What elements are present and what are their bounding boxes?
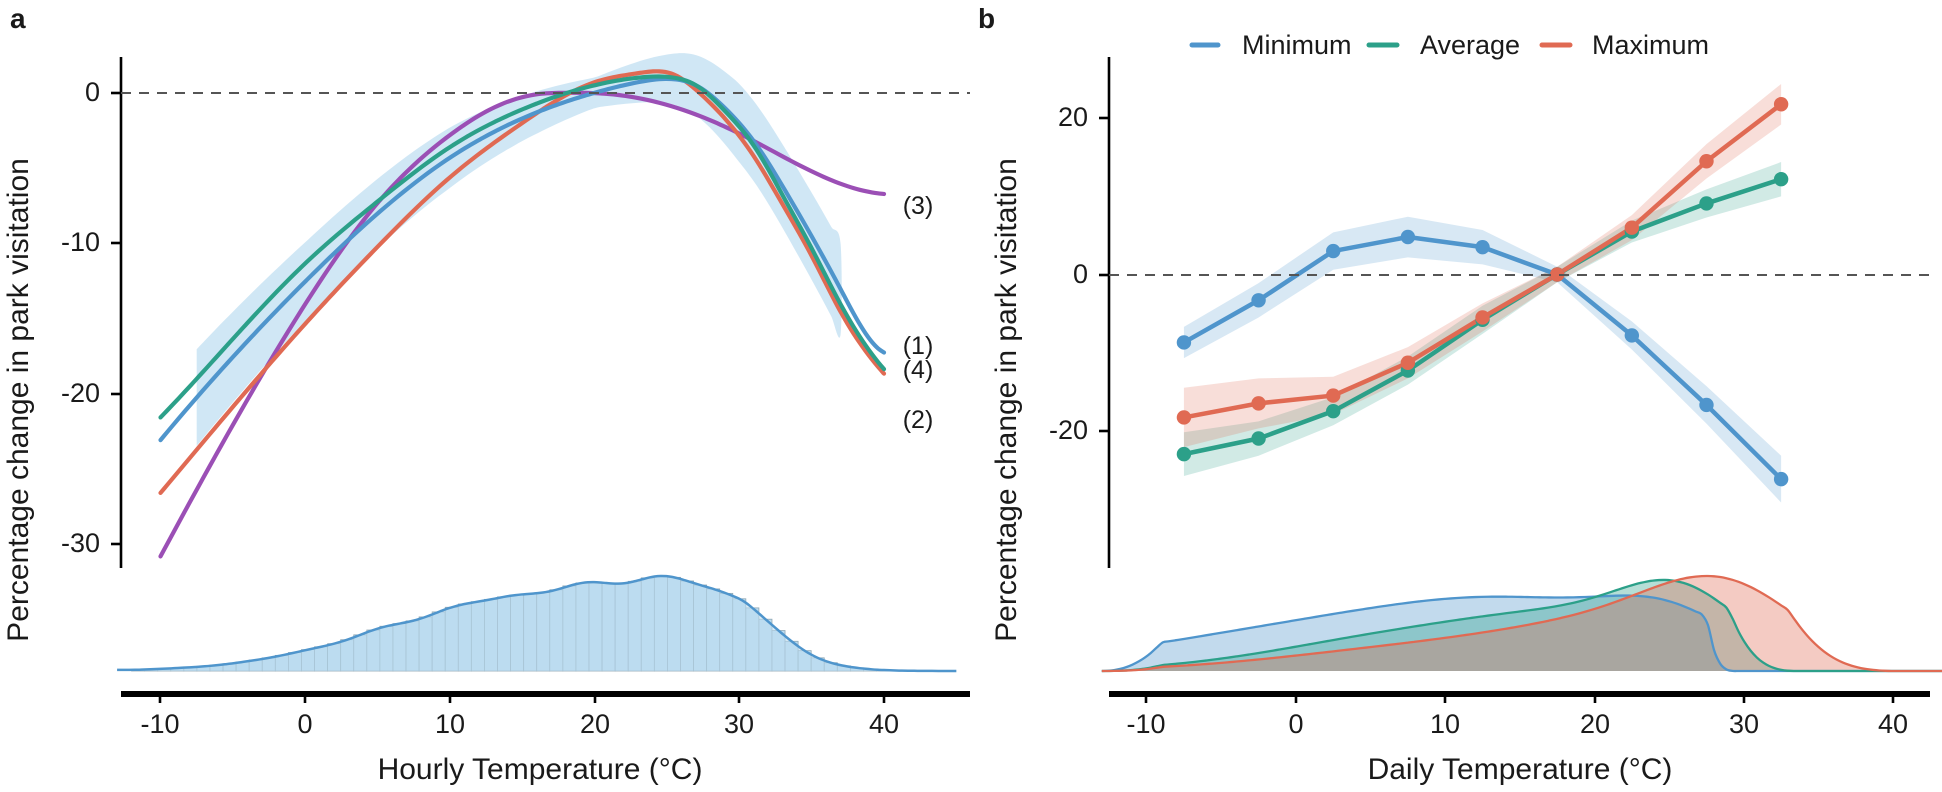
- svg-text:10: 10: [435, 709, 465, 739]
- svg-text:-10: -10: [140, 709, 179, 739]
- svg-text:Percentage change in park visi: Percentage change in park visitation: [990, 158, 1023, 642]
- svg-text:-30: -30: [61, 528, 100, 558]
- svg-text:Maximum: Maximum: [1592, 30, 1709, 60]
- svg-text:0: 0: [1288, 709, 1303, 739]
- svg-text:Minimum: Minimum: [1242, 30, 1352, 60]
- svg-text:Hourly Temperature (°C): Hourly Temperature (°C): [378, 753, 703, 786]
- svg-text:10: 10: [1430, 709, 1460, 739]
- svg-text:-20: -20: [1049, 415, 1088, 445]
- svg-text:40: 40: [869, 709, 899, 739]
- svg-text:a: a: [10, 3, 26, 34]
- svg-text:-20: -20: [61, 378, 100, 408]
- svg-text:20: 20: [1580, 709, 1610, 739]
- svg-text:30: 30: [1729, 709, 1759, 739]
- svg-text:30: 30: [724, 709, 754, 739]
- svg-text:b: b: [978, 3, 995, 34]
- svg-text:40: 40: [1878, 709, 1908, 739]
- svg-text:0: 0: [85, 77, 100, 107]
- svg-text:(4): (4): [903, 356, 934, 384]
- svg-text:(2): (2): [903, 406, 934, 434]
- svg-text:-10: -10: [1126, 709, 1165, 739]
- svg-text:0: 0: [1073, 259, 1088, 289]
- svg-text:Average: Average: [1420, 30, 1520, 60]
- svg-text:20: 20: [580, 709, 610, 739]
- svg-text:Percentage change in park visi: Percentage change in park visitation: [2, 158, 35, 642]
- svg-text:20: 20: [1058, 102, 1088, 132]
- svg-text:-10: -10: [61, 227, 100, 257]
- svg-text:Daily Temperature (°C): Daily Temperature (°C): [1368, 753, 1673, 786]
- svg-text:(3): (3): [903, 192, 934, 220]
- svg-text:0: 0: [297, 709, 312, 739]
